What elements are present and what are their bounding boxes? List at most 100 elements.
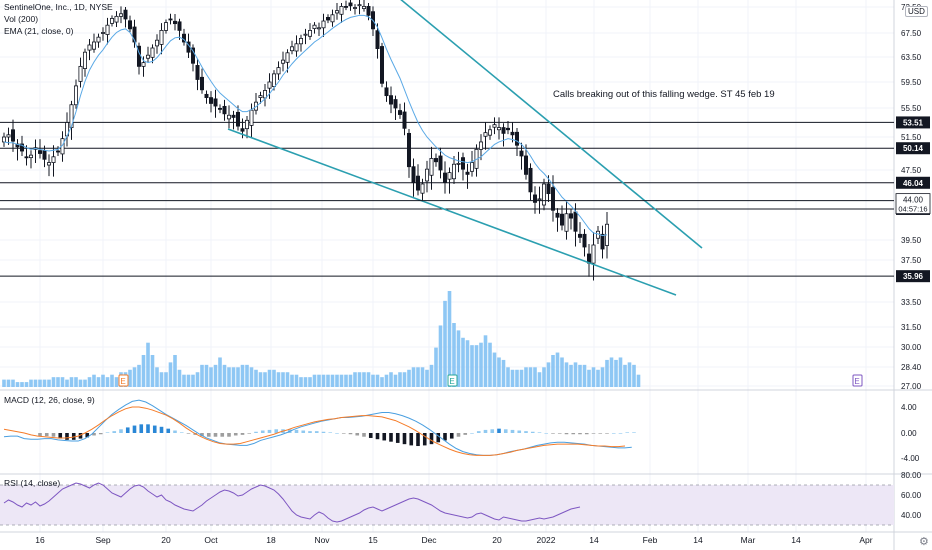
- candle-body: [83, 51, 88, 69]
- rsi-line: [3, 482, 581, 523]
- volume-bar: [573, 362, 578, 387]
- volume-bar: [20, 382, 24, 387]
- macd-histogram-bar: [240, 433, 245, 435]
- candle-body: [573, 211, 578, 232]
- price-tick-label: 30.00: [901, 343, 922, 352]
- macd-histogram-bar: [618, 433, 623, 434]
- macd-histogram-bar: [125, 427, 130, 433]
- volume-bar: [335, 374, 339, 387]
- candle-body: [429, 158, 434, 176]
- volume-bar: [281, 372, 285, 387]
- time-tick-label: Sep: [95, 535, 110, 545]
- volume-bar: [258, 372, 263, 387]
- candle-body: [56, 150, 61, 153]
- macd-histogram-bar: [456, 433, 461, 437]
- candle-body: [316, 27, 321, 30]
- price-tick-label: 51.50: [901, 133, 922, 142]
- candle-body: [303, 33, 308, 36]
- time-tick-label: Dec: [421, 535, 437, 545]
- candle-body: [546, 183, 551, 195]
- candle-body: [519, 150, 524, 157]
- price-tick-label: 47.50: [901, 166, 922, 175]
- candle-body: [163, 22, 168, 31]
- volume-bar: [276, 372, 281, 387]
- candle-body: [244, 119, 249, 130]
- volume-bar: [609, 357, 614, 387]
- macd-histogram-bar: [470, 433, 474, 434]
- volume-bar: [326, 374, 330, 387]
- volume-bar: [461, 337, 465, 387]
- macd-histogram-bar: [476, 431, 481, 433]
- volume-bar: [231, 367, 236, 387]
- earnings-marker-label: E: [854, 377, 859, 386]
- macd-histogram-bar: [362, 433, 366, 437]
- candle-body: [442, 172, 447, 183]
- macd-histogram-bar: [530, 431, 535, 433]
- candle-body: [159, 29, 164, 45]
- time-tick-label: 20: [492, 535, 502, 545]
- macd-histogram-bar: [463, 433, 468, 435]
- volume-bar: [308, 377, 312, 387]
- macd-histogram-bar: [206, 433, 211, 437]
- ema-legend: EMA (21, close, 0): [4, 26, 74, 36]
- candle-body: [433, 158, 438, 163]
- candle-body: [298, 38, 303, 45]
- volume-bar: [623, 364, 627, 387]
- candle-body: [366, 6, 371, 16]
- candle-body: [92, 41, 97, 50]
- rsi-pane: RSI (14, close): [0, 478, 894, 526]
- macd-histogram-bar: [247, 433, 252, 434]
- candle-body: [204, 93, 209, 98]
- volume-bar: [605, 359, 609, 387]
- macd-histogram-bar: [92, 433, 96, 436]
- candle-body: [276, 67, 281, 75]
- candle-body: [240, 128, 245, 132]
- volume-bar: [528, 367, 533, 387]
- macd-histogram-bar: [71, 433, 76, 440]
- last-price-label: 44.00: [903, 196, 924, 205]
- macd-histogram-bar: [598, 433, 603, 434]
- time-tick-label: 16: [35, 535, 45, 545]
- candle-body: [402, 111, 407, 129]
- volume-bar: [627, 362, 632, 387]
- volume-bar: [15, 382, 20, 387]
- volume-bar: [483, 335, 488, 387]
- candle-body: [564, 213, 569, 232]
- candle-body: [132, 26, 137, 43]
- trendline-lower: [227, 128, 677, 296]
- volume-bar: [510, 369, 515, 387]
- macd-histogram-bar: [564, 433, 569, 435]
- volume-bar: [429, 364, 434, 387]
- gear-icon[interactable]: ⚙: [919, 536, 929, 548]
- volume-bar: [195, 372, 200, 387]
- candle-body: [352, 7, 357, 9]
- macd-histogram-bar: [267, 429, 272, 433]
- macd-histogram-bar: [591, 433, 596, 434]
- candle-body: [397, 110, 402, 115]
- volume-bar: [407, 369, 411, 387]
- candle-body: [267, 81, 272, 89]
- candle-body: [74, 85, 79, 106]
- volume-bar: [402, 372, 407, 387]
- macd-histogram-bar: [139, 424, 144, 433]
- currency-badge[interactable]: USD: [905, 6, 928, 17]
- time-tick-label: 14: [589, 535, 599, 545]
- macd-title: MACD (12, 26, close, 9): [4, 395, 95, 405]
- macd-histogram-bar: [355, 433, 360, 436]
- macd-histogram-bar: [497, 428, 501, 433]
- candle-body: [101, 32, 106, 34]
- candle-body: [168, 18, 173, 21]
- candle-body: [334, 10, 339, 14]
- volume-bar: [371, 374, 375, 387]
- macd-histogram-bar: [375, 433, 380, 440]
- volume-bar: [191, 374, 195, 387]
- earnings-marker: [118, 374, 129, 387]
- chart-annotation: Calls breaking out of this falling wedge…: [553, 89, 775, 100]
- level-label-box: [896, 116, 930, 129]
- volume-bar: [353, 372, 357, 387]
- volume-bar: [375, 374, 380, 387]
- candle-body: [415, 175, 420, 191]
- volume-bar: [78, 379, 83, 387]
